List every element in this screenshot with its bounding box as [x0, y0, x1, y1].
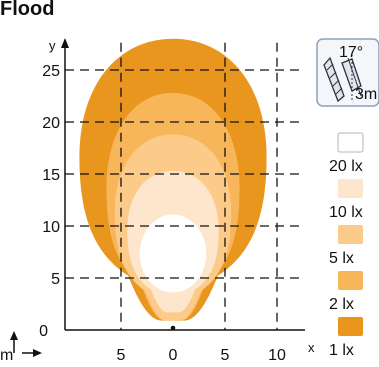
- x-tick-label: 5: [221, 347, 230, 364]
- unit-label: m: [0, 347, 13, 364]
- luminaire-icon: [323, 54, 362, 103]
- legend-swatch: [338, 271, 363, 290]
- unit-right-arrowhead: [33, 349, 42, 357]
- origin-marker: [170, 325, 176, 331]
- legend: 20 lx 10 lx 5 lx 2 lx 1 lx: [329, 132, 364, 359]
- legend-label: 20 lx: [329, 158, 363, 175]
- legend-label: 1 lx: [329, 342, 354, 359]
- mount-height: 3m: [355, 86, 377, 103]
- x-tick-label: 0: [169, 347, 178, 364]
- mount-badge: 17° 3m: [316, 38, 379, 107]
- grid: [65, 42, 305, 330]
- legend-label: 10 lx: [329, 204, 363, 221]
- x-tick-label: 10: [268, 347, 286, 364]
- axes: y x m: [0, 38, 315, 364]
- chart-title: Flood: [0, 0, 54, 20]
- legend-swatch: [338, 225, 363, 244]
- legend-swatch: [338, 317, 363, 336]
- legend-swatch: [337, 132, 364, 153]
- tilt-angle: 17°: [339, 44, 363, 61]
- x-tick-label: 5: [117, 347, 126, 364]
- y-tick-label: 10: [42, 219, 60, 236]
- x-axis-label: x: [308, 340, 315, 355]
- tick-labels: 5 10 15 20 25 0 5 0 5 10: [39, 63, 286, 364]
- legend-label: 5 lx: [329, 250, 354, 267]
- y-axis-label: y: [49, 38, 56, 53]
- legend-swatch: [338, 179, 363, 198]
- y-tick-label: 0: [39, 323, 48, 340]
- y-axis-arrowhead: [61, 38, 69, 48]
- y-tick-label: 5: [51, 271, 60, 288]
- y-tick-label: 20: [42, 115, 60, 132]
- y-tick-label: 25: [42, 63, 60, 80]
- isolux-contours: [79, 38, 267, 321]
- legend-label: 2 lx: [329, 296, 354, 313]
- unit-up-arrowhead: [10, 331, 18, 340]
- contour-20-lx: [139, 214, 207, 293]
- y-tick-label: 15: [42, 167, 60, 184]
